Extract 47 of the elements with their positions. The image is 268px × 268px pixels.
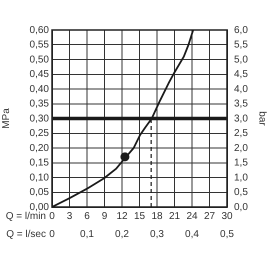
x2-tick-label: 0,3 [150,228,164,240]
y2-tick-label: 1,5 [234,158,248,168]
y-tick-label: 0,20 [30,142,50,154]
y-tick-label: 0,00 [30,202,50,213]
y-tick-label: 0,05 [30,187,50,198]
x-tick-label: 0 [49,210,56,222]
x2-tick-label: 0,1 [80,228,94,240]
x-tick-label: 21 [168,210,180,222]
y-tick-label: 0,55 [30,40,50,50]
y-tick-label: 0,45 [30,69,50,80]
x-tick-label: 24 [186,210,198,222]
y2-tick-label: 3,0 [234,113,248,124]
y-tick-label: 0,60 [30,24,50,36]
y-tick-label: 0,25 [30,128,50,139]
y-tick-label: 0,15 [30,158,50,168]
x-tick-label: 6 [84,210,90,222]
y2-tick-label: 0,5 [234,187,248,198]
y-tick-label: 0,40 [30,84,50,95]
x2-tick-label: 0 [49,228,56,240]
x2-axis-title: Q = l/sec [6,228,46,240]
x-tick-label: 18 [151,210,163,222]
y2-tick-label: 3,5 [234,98,248,110]
x-axis-title: Q = l/min [6,210,46,222]
y2-tick-label: 0,0 [234,202,248,213]
x-tick-label: 12 [116,210,128,222]
x-tick-label: 30 [221,210,233,222]
x2-tick-label: 0,2 [115,228,130,240]
y2-tick-label: 5,5 [234,40,248,50]
x-tick-label: 3 [66,210,73,222]
y2-tick-label: 4,0 [234,84,248,95]
x-tick-label: 15 [134,210,146,222]
y-tick-label: 0,35 [30,98,50,110]
y2-tick-label: 2,0 [234,142,248,154]
y-tick-label: 0,30 [30,113,50,124]
y2-tick-label: 4,5 [234,69,248,80]
y2-tick-label: 2,5 [234,128,248,139]
y2-tick-label: 5,0 [234,54,248,66]
y2-tick-label: 6,0 [234,24,248,36]
x-tick-label: 27 [204,210,216,222]
y-tick-label: 0,10 [30,172,50,184]
x2-tick-label: 0,5 [220,228,234,240]
y2-axis-title: bar [256,111,268,126]
x2-tick-label: 0,4 [185,228,200,240]
x-tick-label: 9 [102,210,108,222]
y-tick-label: 0,50 [30,54,50,66]
y-axis-title: MPa [0,108,12,129]
y2-tick-label: 1,0 [234,172,248,184]
